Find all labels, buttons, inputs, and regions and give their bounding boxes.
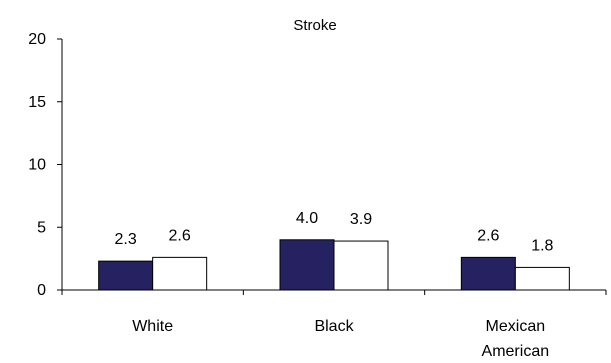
bar xyxy=(99,261,153,290)
data-label: 2.3 xyxy=(115,231,137,248)
x-axis: White Black Mexican American xyxy=(62,290,606,360)
bar xyxy=(280,240,334,290)
y-tick-label: 20 xyxy=(28,31,46,48)
data-label: 2.6 xyxy=(169,227,191,244)
x-tick-label: Black xyxy=(314,318,354,335)
y-tick-label: 5 xyxy=(37,219,46,236)
bar xyxy=(153,257,207,290)
bar xyxy=(334,241,388,290)
data-label: 1.8 xyxy=(531,237,553,254)
data-label: 2.6 xyxy=(477,227,499,244)
data-label: 3.9 xyxy=(350,211,372,228)
y-axis: 0 5 10 15 20 xyxy=(28,31,62,299)
chart-title: Stroke xyxy=(293,17,336,34)
data-label: 4.0 xyxy=(296,210,318,227)
y-tick-label: 0 xyxy=(37,282,46,299)
bars xyxy=(99,240,570,290)
x-tick-label: American xyxy=(482,343,550,360)
x-tick-label: White xyxy=(132,318,173,335)
y-tick-label: 15 xyxy=(28,94,46,111)
x-tick-label: Mexican xyxy=(486,318,546,335)
bar xyxy=(515,267,569,290)
y-tick-label: 10 xyxy=(28,157,46,174)
bar xyxy=(461,257,515,290)
